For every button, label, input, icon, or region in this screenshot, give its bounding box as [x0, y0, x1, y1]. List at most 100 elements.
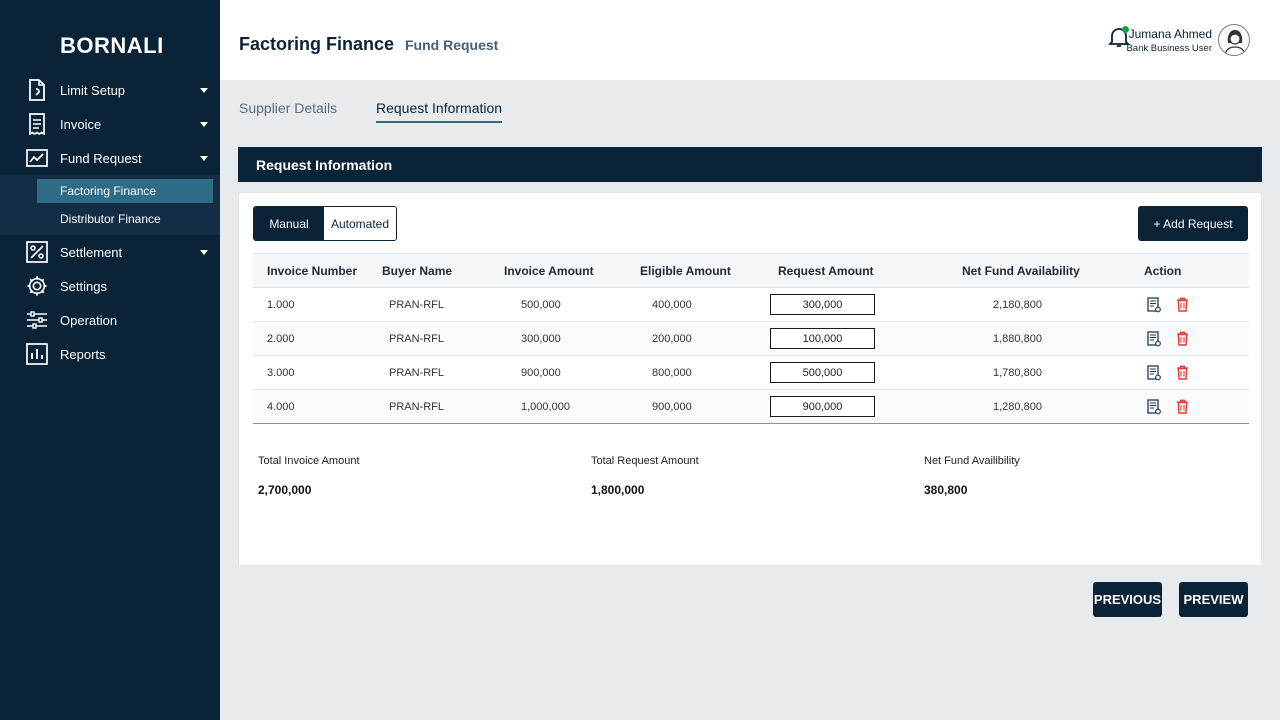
previous-button[interactable]: PREVIOUS — [1093, 582, 1162, 617]
sidebar-item-limit-setup[interactable]: Limit Setup — [0, 73, 220, 107]
invoice-number-cell: 2.000 — [267, 333, 295, 345]
sidebar: BORNALI Limit Setup Invoice Fund Request… — [0, 0, 220, 720]
brand-logo: BORNALI — [60, 33, 164, 58]
trash-icon[interactable] — [1176, 399, 1189, 414]
column-header: Request Amount — [778, 264, 874, 278]
page-title: Factoring Finance — [239, 34, 395, 54]
invoice-amount-cell: 300,000 — [521, 333, 561, 345]
net-fund-cell: 2,180,800 — [993, 299, 1042, 311]
request-panel: Manual Automated + Add Request Invoice N… — [238, 192, 1262, 566]
fund-request-submenu: Factoring Finance Distributor Finance — [0, 175, 220, 235]
column-header: Invoice Amount — [504, 264, 594, 278]
invoice-number-cell: 4.000 — [267, 401, 295, 413]
view-details-icon[interactable] — [1147, 399, 1161, 415]
chevron-down-icon — [200, 122, 208, 127]
sidebar-item-label: Invoice — [60, 116, 102, 132]
manual-toggle-option[interactable]: Manual — [254, 207, 324, 240]
table-row: 2.000 PRAN-RFL 300,000 200,000 1,880,800 — [253, 322, 1249, 356]
request-amount-input[interactable] — [770, 294, 875, 315]
column-header: Action — [1144, 264, 1182, 278]
notification-button[interactable] — [1107, 25, 1131, 49]
receipt-icon — [26, 113, 48, 135]
page-breadcrumb: Fund Request — [405, 37, 499, 53]
percent-icon — [26, 241, 48, 263]
user-role: Bank Business User — [1126, 43, 1212, 54]
table-header: Invoice Number Buyer Name Invoice Amount… — [253, 253, 1249, 288]
net-fund-label: Net Fund Availibility — [924, 455, 1020, 467]
sliders-icon — [26, 309, 48, 331]
net-fund-cell: 1,280,800 — [993, 401, 1042, 413]
table-row: 1.000 PRAN-RFL 500,000 400,000 2,180,800 — [253, 288, 1249, 322]
tab-supplier-details[interactable]: Supplier Details — [239, 100, 338, 116]
top-header: Factoring Finance Fund Request Jumana Ah… — [220, 0, 1280, 80]
request-amount-input[interactable] — [770, 362, 875, 383]
eligible-amount-cell: 800,000 — [652, 367, 692, 379]
chevron-down-icon — [200, 250, 208, 255]
invoice-number-cell: 1.000 — [267, 299, 295, 311]
gear-icon — [26, 275, 48, 297]
buyer-name-cell: PRAN-RFL — [389, 299, 445, 311]
column-header: Net Fund Availability — [962, 264, 1080, 278]
sidebar-subitem-factoring-finance[interactable]: Factoring Finance — [37, 179, 213, 203]
sidebar-item-settings[interactable]: Settings — [0, 269, 220, 303]
request-amount-input[interactable] — [770, 328, 875, 349]
buyer-name-cell: PRAN-RFL — [389, 333, 445, 345]
invoice-amount-cell: 1,000,000 — [521, 401, 570, 413]
column-header: Eligible Amount — [640, 264, 731, 278]
section-header: Request Information — [238, 147, 1262, 182]
add-request-button[interactable]: + Add Request — [1138, 206, 1248, 241]
user-avatar-icon — [1224, 30, 1246, 55]
notification-dot — [1122, 26, 1129, 33]
total-invoice-label: Total Invoice Amount — [258, 455, 360, 467]
trash-icon[interactable] — [1176, 297, 1189, 312]
sidebar-subitem-distributor-finance[interactable]: Distributor Finance — [60, 212, 161, 226]
trash-icon[interactable] — [1176, 365, 1189, 380]
eligible-amount-cell: 400,000 — [652, 299, 692, 311]
sidebar-item-label: Limit Setup — [60, 82, 126, 98]
trend-chart-icon — [26, 147, 48, 169]
invoice-number-cell: 3.000 — [267, 367, 295, 379]
net-fund-value: 380,800 — [924, 483, 968, 497]
buyer-name-cell: PRAN-RFL — [389, 367, 445, 379]
user-name: Jumana Ahmed — [1128, 27, 1212, 41]
net-fund-cell: 1,780,800 — [993, 367, 1042, 379]
eligible-amount-cell: 200,000 — [652, 333, 692, 345]
table-row: 4.000 PRAN-RFL 1,000,000 900,000 1,280,8… — [253, 390, 1249, 424]
bar-chart-icon — [26, 343, 48, 365]
automated-toggle-option[interactable]: Automated — [324, 207, 396, 240]
net-fund-cell: 1,880,800 — [993, 333, 1042, 345]
view-details-icon[interactable] — [1147, 331, 1161, 347]
sidebar-item-settlement[interactable]: Settlement — [0, 235, 220, 269]
request-table: Invoice Number Buyer Name Invoice Amount… — [253, 253, 1249, 424]
buyer-name-cell: PRAN-RFL — [389, 401, 445, 413]
total-request-label: Total Request Amount — [591, 455, 699, 467]
sidebar-item-invoice[interactable]: Invoice — [0, 107, 220, 141]
sidebar-item-label: Reports — [60, 346, 106, 362]
chevron-down-icon — [200, 88, 208, 93]
request-amount-input[interactable] — [770, 396, 875, 417]
mode-toggle: Manual Automated — [253, 206, 397, 241]
sidebar-item-label: Settings — [60, 278, 107, 294]
chevron-down-icon — [200, 156, 208, 161]
view-details-icon[interactable] — [1147, 365, 1161, 381]
avatar[interactable] — [1218, 24, 1250, 56]
trash-icon[interactable] — [1176, 331, 1189, 346]
sidebar-item-label: Operation — [60, 312, 118, 328]
column-header: Buyer Name — [382, 264, 453, 278]
sidebar-item-operation[interactable]: Operation — [0, 303, 220, 337]
preview-button[interactable]: PREVIEW — [1179, 582, 1248, 617]
sidebar-nav: Limit Setup Invoice Fund Request Factori… — [0, 73, 220, 371]
total-request-value: 1,800,000 — [591, 483, 645, 497]
sidebar-item-fund-request[interactable]: Fund Request — [0, 141, 220, 175]
eligible-amount-cell: 900,000 — [652, 401, 692, 413]
tab-request-information[interactable]: Request Information — [376, 100, 503, 123]
table-row: 3.000 PRAN-RFL 900,000 800,000 1,780,800 — [253, 356, 1249, 390]
document-icon — [26, 79, 48, 101]
sidebar-item-label: Fund Request — [60, 150, 142, 166]
sidebar-item-label: Settlement — [60, 244, 123, 260]
invoice-amount-cell: 500,000 — [521, 299, 561, 311]
total-invoice-value: 2,700,000 — [258, 483, 312, 497]
sidebar-item-reports[interactable]: Reports — [0, 337, 220, 371]
column-header: Invoice Number — [267, 264, 358, 278]
view-details-icon[interactable] — [1147, 297, 1161, 313]
